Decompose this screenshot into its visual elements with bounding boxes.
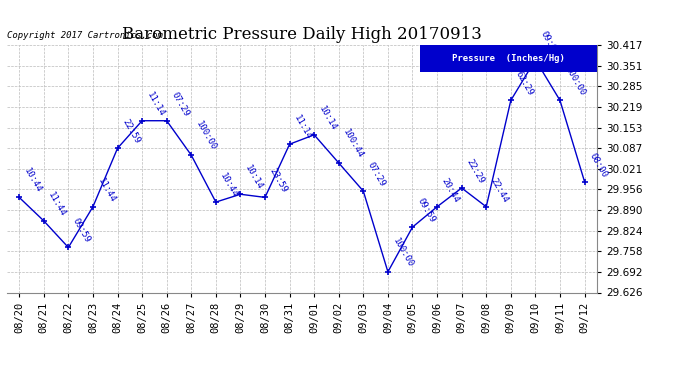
Text: 10:44: 10:44 (219, 171, 240, 199)
Text: 100:44: 100:44 (342, 128, 366, 160)
Text: 10:14: 10:14 (317, 104, 338, 132)
Text: 07:29: 07:29 (366, 160, 387, 188)
Text: 09:00: 09:00 (538, 29, 560, 57)
Text: 11:44: 11:44 (46, 190, 68, 218)
Text: 62:29: 62:29 (513, 70, 535, 98)
Text: 10:14: 10:14 (243, 164, 264, 192)
Text: 20:44: 20:44 (440, 176, 461, 204)
Text: 100:00: 100:00 (563, 65, 586, 98)
Text: 22:29: 22:29 (464, 158, 486, 185)
Text: Copyright 2017 Cartronics.com: Copyright 2017 Cartronics.com (7, 30, 163, 39)
Text: 11:14: 11:14 (293, 114, 313, 141)
Title: Barometric Pressure Daily High 20170913: Barometric Pressure Daily High 20170913 (122, 27, 482, 44)
Text: 100:00: 100:00 (194, 120, 218, 152)
Text: 22:59: 22:59 (120, 118, 141, 146)
Text: 22:44: 22:44 (489, 176, 510, 204)
Text: 11:14: 11:14 (145, 90, 166, 118)
Text: 07:29: 07:29 (170, 90, 190, 118)
Text: 23:59: 23:59 (268, 167, 289, 195)
Text: 08:00: 08:00 (587, 151, 609, 179)
Text: 10:44: 10:44 (22, 167, 43, 195)
Text: 09:59: 09:59 (71, 217, 92, 244)
Text: 09:59: 09:59 (415, 196, 437, 224)
Text: 100:00: 100:00 (391, 237, 415, 269)
Text: 11:44: 11:44 (96, 176, 117, 204)
